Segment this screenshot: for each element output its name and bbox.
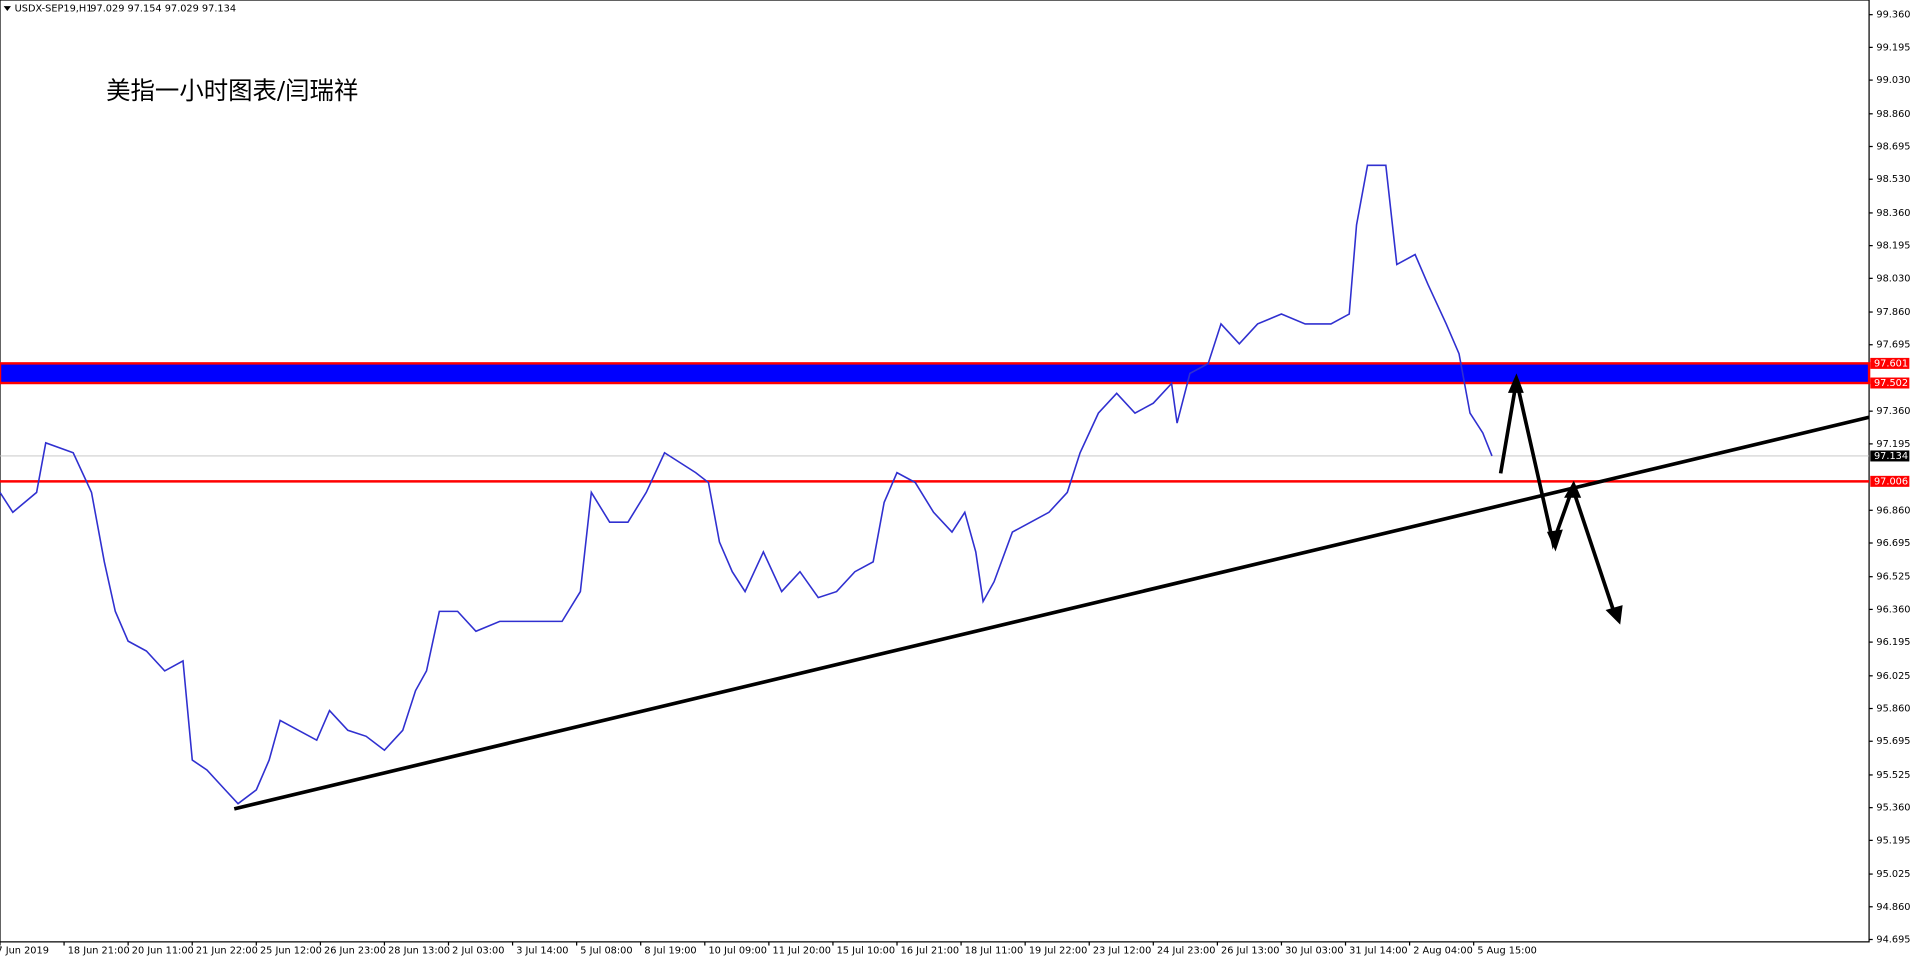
y-tick-label: 95.025 bbox=[1876, 869, 1910, 880]
y-tick-label: 95.525 bbox=[1876, 770, 1910, 781]
layer bbox=[0, 164, 1871, 805]
y-tick-label: 96.695 bbox=[1876, 538, 1910, 549]
y-tick-label: 98.530 bbox=[1876, 174, 1910, 185]
price-tag-label: 97.134 bbox=[1874, 451, 1908, 462]
x-tick-label: 2 Jul 03:00 bbox=[452, 945, 504, 956]
resistance-zone bbox=[0, 362, 1871, 385]
x-tick-label: 30 Jul 03:00 bbox=[1285, 945, 1343, 956]
y-tick-label: 96.195 bbox=[1876, 637, 1910, 648]
y-tick-label: 94.860 bbox=[1876, 902, 1910, 913]
x-tick-label: 31 Jul 14:00 bbox=[1349, 945, 1407, 956]
x-tick-label: 10 Jul 09:00 bbox=[708, 945, 766, 956]
x-tick-label: 26 Jun 23:00 bbox=[324, 945, 386, 956]
price-tag-label: 97.601 bbox=[1874, 358, 1908, 369]
y-tick-label: 95.360 bbox=[1876, 803, 1910, 814]
y-tick-label: 99.030 bbox=[1876, 75, 1910, 86]
x-tick-label: 21 Jun 22:00 bbox=[196, 945, 258, 956]
x-tick-label: 25 Jun 12:00 bbox=[260, 945, 322, 956]
y-tick-label: 96.860 bbox=[1876, 505, 1910, 516]
x-tick-label: 26 Jul 13:00 bbox=[1221, 945, 1279, 956]
price-tag-label: 97.502 bbox=[1874, 378, 1908, 389]
price-tag bbox=[1870, 475, 1910, 487]
y-tick-label: 98.360 bbox=[1876, 208, 1910, 219]
y-tick-label: 97.360 bbox=[1876, 406, 1910, 417]
y-tick-label: 96.025 bbox=[1876, 671, 1910, 682]
x-tick-label: 5 Aug 15:00 bbox=[1477, 945, 1537, 956]
price-tag bbox=[1870, 377, 1910, 389]
x-tick-label: 5 Jul 08:00 bbox=[580, 945, 632, 956]
x-tick-label: 28 Jun 13:00 bbox=[388, 945, 450, 956]
y-tick-label: 99.360 bbox=[1876, 10, 1910, 21]
x-tick-label: 24 Jul 23:00 bbox=[1157, 945, 1215, 956]
y-tick-label: 98.195 bbox=[1876, 241, 1910, 252]
x-tick-label: 15 Jul 10:00 bbox=[837, 945, 895, 956]
menu-triangle bbox=[3, 6, 11, 11]
x-tick-label: 17 Jun 2019 bbox=[0, 945, 49, 956]
x-tick-label: 18 Jul 11:00 bbox=[965, 945, 1023, 956]
y-tick-label: 98.860 bbox=[1876, 109, 1910, 120]
y-tick-label: 99.195 bbox=[1876, 42, 1910, 53]
y-tick-label: 97.195 bbox=[1876, 439, 1910, 450]
y-tick-label: 97.860 bbox=[1876, 307, 1910, 318]
chart-title: 美指一小时图表/闫瑞祥 bbox=[106, 76, 358, 105]
price-tag bbox=[1870, 450, 1910, 462]
y-tick-label: 95.195 bbox=[1876, 835, 1910, 846]
price-tag bbox=[1870, 357, 1910, 369]
x-tick-label: 23 Jul 12:00 bbox=[1093, 945, 1151, 956]
y-tick-label: 95.695 bbox=[1876, 736, 1910, 747]
arrow-heads bbox=[1507, 373, 1623, 625]
symbol: USDX-SEP19,H1 bbox=[15, 4, 93, 15]
x-tick-label: 19 Jul 22:00 bbox=[1029, 945, 1087, 956]
price-line bbox=[0, 164, 1493, 805]
x-tick-label: 11 Jul 20:00 bbox=[773, 945, 831, 956]
y-tick-label: 96.525 bbox=[1876, 572, 1910, 583]
y-tick-label: 96.360 bbox=[1876, 604, 1910, 615]
ohlc: 97.029 97.154 97.029 97.134 bbox=[90, 4, 236, 15]
x-tick-label: 2 Aug 04:00 bbox=[1413, 945, 1473, 956]
x-tick-label: 16 Jul 21:00 bbox=[901, 945, 959, 956]
y-tick-label: 97.695 bbox=[1876, 340, 1910, 351]
y-tick-label: 98.030 bbox=[1876, 273, 1910, 284]
plot-frame bbox=[0, 0, 1870, 943]
x-tick-label: 20 Jun 11:00 bbox=[132, 945, 194, 956]
y-tick-label: 94.695 bbox=[1876, 934, 1910, 945]
x-tick-label: 8 Jul 19:00 bbox=[644, 945, 696, 956]
price-tag-label: 97.006 bbox=[1874, 476, 1908, 487]
trend-line bbox=[233, 415, 1870, 811]
y-tick-label: 95.860 bbox=[1876, 704, 1910, 715]
y-tick-label: 98.695 bbox=[1876, 142, 1910, 153]
x-tick-label: 3 Jul 14:00 bbox=[516, 945, 568, 956]
x-tick-label: 18 Jun 21:00 bbox=[68, 945, 130, 956]
